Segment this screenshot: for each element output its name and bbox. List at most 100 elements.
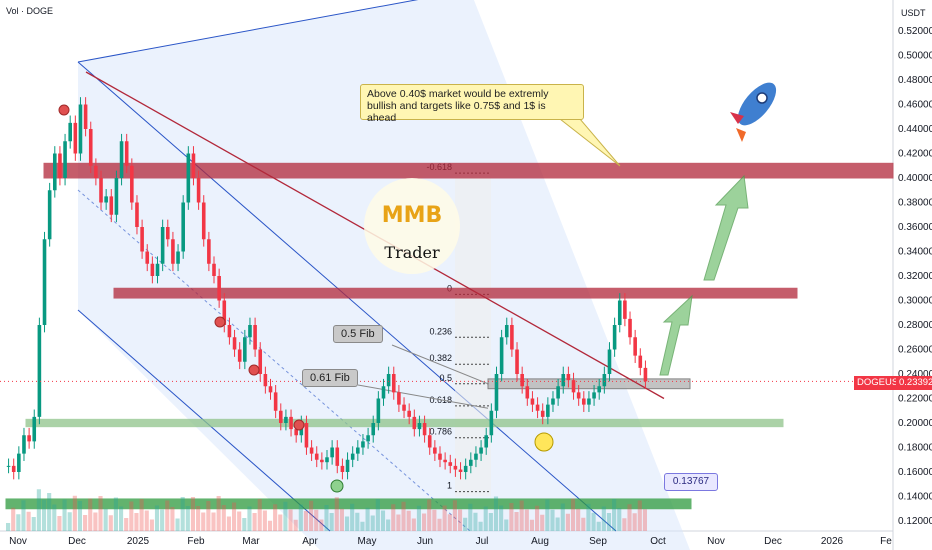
volume-bar	[509, 503, 514, 531]
candle-body	[248, 325, 252, 338]
y-tick-label: 0.16000	[898, 467, 932, 478]
y-tick-label: 0.46000	[898, 100, 932, 111]
candle-body	[201, 202, 206, 240]
volume-bar	[221, 505, 226, 531]
candle-body	[412, 416, 417, 430]
volume-bar	[565, 513, 570, 531]
volume-bar	[612, 499, 617, 531]
volume-bar	[26, 511, 31, 531]
candle-body	[135, 202, 139, 227]
volume-bar	[596, 521, 601, 531]
candle-body	[83, 104, 88, 129]
candle-body	[268, 386, 273, 393]
candle-body	[381, 386, 386, 399]
volume-bar	[113, 497, 118, 531]
candle-body	[489, 410, 494, 436]
candle-body	[165, 227, 170, 240]
volume-indicator-label[interactable]: Vol · DOGE	[6, 6, 54, 16]
volume-bar	[483, 506, 488, 531]
candle-body	[11, 465, 16, 472]
volume-bar	[21, 500, 26, 531]
trader-logo-circle	[364, 178, 460, 274]
candle-body	[186, 153, 191, 203]
y-tick-label: 0.30000	[898, 296, 932, 307]
volume-bar	[6, 523, 11, 531]
y-tick-label: 0.22000	[898, 394, 932, 405]
y-tick-label: 0.36000	[898, 222, 932, 233]
volume-bar	[288, 509, 293, 531]
y-tick-label: 0.18000	[898, 443, 932, 454]
candle-body	[150, 263, 155, 276]
pivot-marker	[293, 419, 305, 431]
candle-body	[278, 410, 283, 423]
candle-body	[525, 386, 530, 399]
channel-top-line	[77, 0, 419, 63]
volume-bar	[98, 496, 103, 531]
candle-body	[273, 392, 278, 411]
candle-body	[469, 459, 473, 466]
volume-bar	[401, 501, 406, 531]
x-tick-label: May	[358, 536, 377, 547]
volume-bar	[160, 509, 165, 531]
candle-body	[484, 435, 489, 448]
candle-body	[294, 429, 298, 436]
fib-05-zone	[487, 378, 691, 390]
candle-body	[140, 227, 144, 252]
candle-body	[561, 374, 566, 387]
x-tick-label: Feb	[187, 536, 205, 547]
y-tick-label: 0.26000	[898, 345, 932, 356]
candle-body	[479, 447, 483, 454]
candle-body	[638, 355, 643, 368]
candle-body	[617, 300, 622, 325]
fib-level-label: 0.236	[429, 326, 452, 336]
volume-bar	[47, 493, 52, 531]
candle-body	[546, 404, 550, 417]
candle-body	[628, 318, 632, 338]
volume-bar	[529, 519, 535, 531]
candle-body	[433, 447, 437, 454]
volume-bar	[627, 504, 632, 531]
candle-body	[114, 178, 119, 215]
candle-body	[145, 251, 150, 264]
candle-body	[176, 251, 180, 264]
candle-body	[27, 435, 31, 442]
y-tick-label: 0.12000	[898, 516, 932, 527]
volume-bar	[334, 497, 339, 531]
volume-bar	[303, 511, 309, 531]
bullish-callout: Above 0.40$ market would be extremly bul…	[360, 84, 584, 124]
volume-bar	[257, 499, 262, 531]
volume-bar	[93, 512, 98, 531]
volume-bar	[67, 512, 72, 531]
volume-bar	[211, 512, 216, 531]
volume-bar	[637, 500, 642, 531]
candle-body	[160, 227, 165, 264]
volume-bar	[298, 504, 303, 531]
current-price-badge: 0.23392	[896, 376, 932, 390]
candle-body	[515, 349, 519, 374]
volume-bar	[339, 508, 344, 531]
pivot-marker	[214, 316, 226, 328]
candle-body	[499, 337, 504, 374]
candle-body	[17, 453, 21, 472]
candle-body	[237, 349, 242, 362]
candle-body	[422, 423, 427, 436]
candle-body	[104, 196, 108, 203]
volume-bar	[72, 495, 77, 531]
y-tick-label: 0.50000	[898, 51, 932, 62]
candle-body	[438, 453, 442, 460]
volume-bar	[134, 513, 139, 531]
fib-level-label: 0.382	[429, 353, 452, 363]
volume-bar	[632, 513, 637, 531]
volume-bar	[601, 506, 606, 531]
volume-bar	[62, 499, 67, 531]
candle-body	[494, 374, 499, 411]
fib-level-label: 1	[447, 481, 452, 491]
volume-bar	[267, 520, 273, 531]
fib-05-callout: 0.5 Fib	[333, 325, 383, 343]
candle-body	[510, 325, 514, 350]
resistance-mid-zone	[113, 287, 798, 299]
candle-body	[504, 325, 509, 338]
volume-bar	[124, 518, 129, 531]
trader-logo-mark: MMB	[382, 203, 443, 228]
volume-bar	[41, 499, 47, 531]
